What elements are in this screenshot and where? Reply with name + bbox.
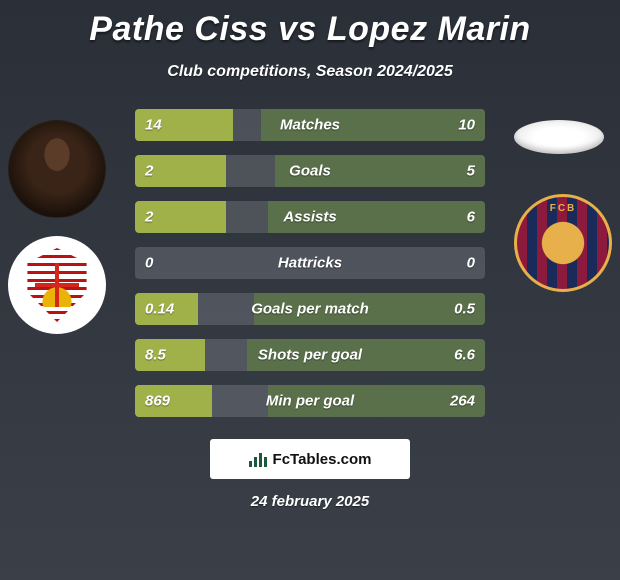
stat-row: 869264Min per goal	[135, 385, 485, 417]
footer-brand-text: FcTables.com	[273, 451, 372, 468]
stat-metric-label: Matches	[135, 117, 485, 134]
player2-name: Lopez Marin	[327, 10, 531, 48]
stat-row: 00Hattricks	[135, 247, 485, 279]
page-title: Pathe Ciss vs Lopez Marin	[0, 0, 620, 49]
title-vs: vs	[268, 10, 327, 48]
left-column	[8, 120, 106, 352]
date-label: 24 february 2025	[0, 493, 620, 510]
comparison-bars: 1410Matches 25Goals 26Assists 00Hattricks 0.…	[135, 109, 485, 417]
stat-metric-label: Goals per match	[135, 301, 485, 318]
stat-row: 0.140.5Goals per match	[135, 293, 485, 325]
player1-name: Pathe Ciss	[89, 10, 268, 48]
stat-metric-label: Min per goal	[135, 393, 485, 410]
player2-avatar	[514, 120, 604, 154]
right-column	[514, 120, 612, 292]
subtitle: Club competitions, Season 2024/2025	[0, 63, 620, 81]
fctables-logo-icon	[249, 451, 269, 467]
footer-brand-box: FcTables.com	[210, 439, 410, 479]
stat-row: 25Goals	[135, 155, 485, 187]
stat-metric-label: Goals	[135, 163, 485, 180]
stat-row: 8.56.6Shots per goal	[135, 339, 485, 371]
stat-metric-label: Hattricks	[135, 255, 485, 272]
stat-row: 1410Matches	[135, 109, 485, 141]
stat-row: 26Assists	[135, 201, 485, 233]
player1-club-badge	[8, 236, 106, 334]
stat-metric-label: Assists	[135, 209, 485, 226]
player1-avatar	[8, 120, 106, 218]
player2-club-badge	[514, 194, 612, 292]
stat-metric-label: Shots per goal	[135, 347, 485, 364]
